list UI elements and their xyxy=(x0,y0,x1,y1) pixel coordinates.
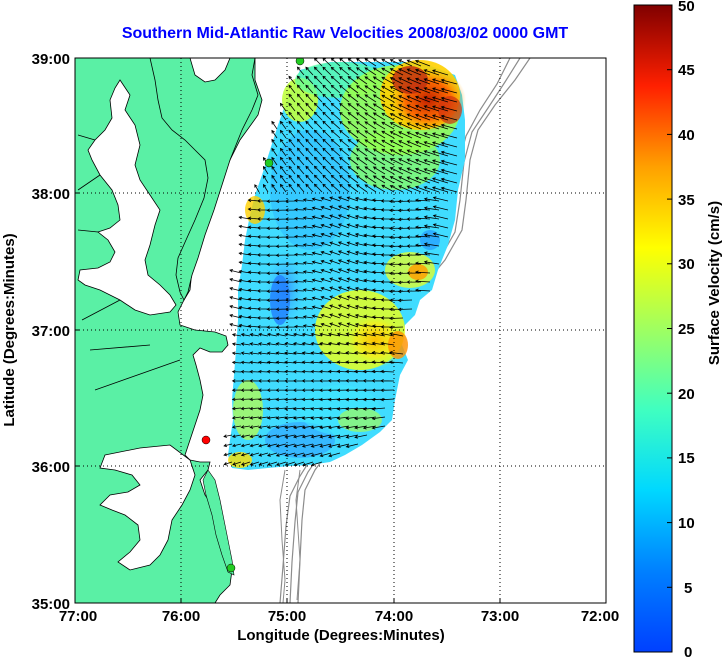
colorbar-tick-label: 0 xyxy=(684,644,692,659)
colorbar-label: Surface Velocity (cm/s) xyxy=(706,201,723,365)
station-marker-mid xyxy=(264,158,274,168)
x-axis: 77:00 76:00 75:00 74:00 73:00 72:00 Long… xyxy=(59,608,619,644)
colorbar-tick-label: 15 xyxy=(678,450,695,467)
grid-lines xyxy=(75,58,606,603)
colorbar: 50 45 40 35 30 25 20 15 10 5 0 Surface V… xyxy=(633,0,723,659)
colorbar-tick-labels: 50 45 40 35 30 25 20 15 10 5 0 xyxy=(678,0,695,659)
y-tick-label: 37:00 xyxy=(32,323,70,340)
x-tick-label: 72:00 xyxy=(581,608,619,625)
station-marker-north xyxy=(295,58,305,66)
x-tick-label: 73:00 xyxy=(481,608,519,625)
colorbar-tick-label: 20 xyxy=(678,386,695,403)
station-marker-south xyxy=(226,563,236,573)
velocity-vectors xyxy=(223,58,458,467)
tick-marks xyxy=(74,57,607,604)
station-marker-red xyxy=(201,435,211,445)
colorbar-ticks xyxy=(667,4,672,653)
colorbar-tick-label: 35 xyxy=(678,192,695,209)
y-axis: 39:00 38:00 37:00 36:00 35:00 Latitude (… xyxy=(1,51,70,613)
velocity-vector-paths xyxy=(223,58,458,467)
colorbar-tick-label: 45 xyxy=(678,62,695,79)
colorbar-tick-label: 10 xyxy=(678,515,695,532)
x-tick-label: 76:00 xyxy=(162,608,200,625)
x-tick-label: 74:00 xyxy=(375,608,413,625)
map-area xyxy=(75,58,606,603)
x-tick-label: 75:00 xyxy=(268,608,306,625)
colorbar-tick-label: 5 xyxy=(684,580,692,597)
y-tick-label: 38:00 xyxy=(32,186,70,203)
x-tick-label: 77:00 xyxy=(59,608,97,625)
colorbar-tick-label: 25 xyxy=(678,321,695,338)
y-tick-label: 35:00 xyxy=(32,596,70,613)
y-axis-label: Latitude (Degrees:Minutes) xyxy=(1,233,18,426)
colorbar-tick-label: 40 xyxy=(678,127,695,144)
y-tick-label: 36:00 xyxy=(32,459,70,476)
colorbar-tick-label: 50 xyxy=(678,0,695,15)
colorbar-gradient xyxy=(633,4,673,653)
y-tick-label: 39:00 xyxy=(32,51,70,68)
colorbar-tick-label: 30 xyxy=(678,256,695,273)
chart-title: Southern Mid-Atlantic Raw Velocities 200… xyxy=(122,25,569,42)
x-axis-label: Longitude (Degrees:Minutes) xyxy=(237,627,445,644)
land xyxy=(75,58,263,603)
